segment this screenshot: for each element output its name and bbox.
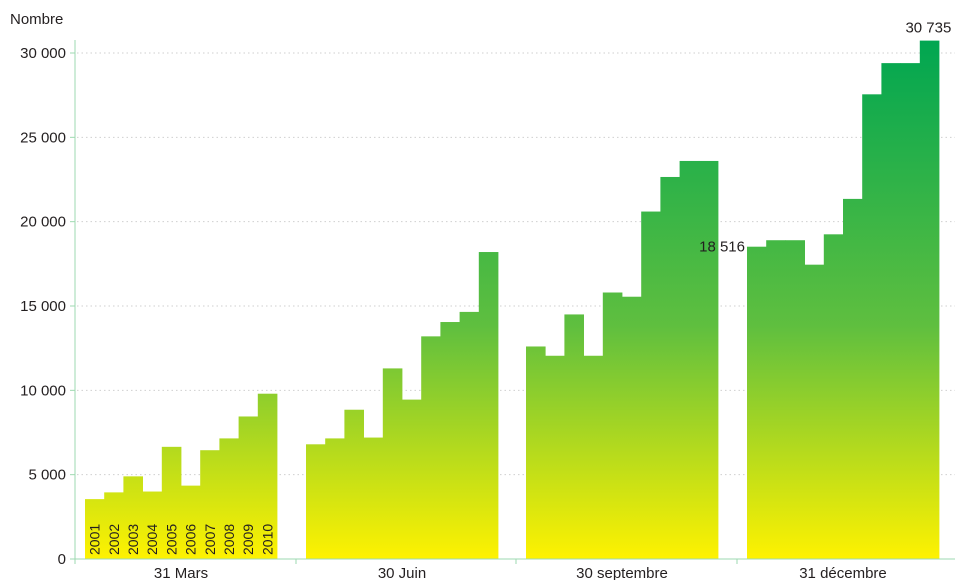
bar — [161, 446, 182, 559]
bar — [123, 476, 143, 559]
bar — [421, 336, 441, 559]
bar — [104, 492, 124, 559]
axes — [70, 40, 955, 564]
data-label: 30 735 — [905, 20, 951, 37]
bar — [679, 160, 700, 560]
bar — [440, 322, 460, 559]
bar — [583, 355, 604, 559]
bar — [85, 499, 105, 559]
series-year-label: 2004 — [144, 524, 160, 555]
bar — [641, 211, 661, 559]
series-year-label: 2010 — [259, 524, 275, 555]
y-tick-label: 5 000 — [28, 467, 66, 484]
x-tick-label: 30 septembre — [576, 565, 668, 580]
bar — [862, 94, 882, 559]
bar — [545, 355, 565, 559]
series-year-label: 2009 — [240, 524, 256, 555]
data-label: 18 516 — [699, 239, 745, 256]
bar — [900, 63, 921, 560]
y-axis-title: Nombre — [10, 11, 63, 28]
y-tick-label: 0 — [58, 551, 66, 568]
bar — [804, 264, 825, 559]
bar — [823, 234, 844, 560]
bar — [402, 399, 422, 559]
series-year-label: 2008 — [221, 524, 237, 555]
series-year-label: 2006 — [183, 524, 199, 555]
bar — [325, 438, 345, 559]
bar — [660, 176, 680, 559]
bar — [200, 450, 220, 559]
series-year-label: 2007 — [202, 524, 218, 555]
y-tick-label: 30 000 — [20, 45, 66, 62]
x-tick-label: 30 Juin — [378, 565, 426, 580]
bar — [622, 296, 642, 559]
bar — [881, 63, 901, 560]
bars — [85, 40, 940, 560]
bar — [478, 252, 499, 559]
bar — [747, 246, 767, 560]
bar — [142, 491, 163, 559]
bar — [257, 393, 278, 559]
series-year-label: 2005 — [163, 524, 179, 555]
bar — [919, 40, 940, 559]
bar — [382, 368, 403, 559]
bar — [698, 160, 719, 560]
bar — [526, 346, 546, 559]
bar — [344, 409, 364, 559]
bar — [564, 314, 584, 559]
series-year-label: 2003 — [125, 524, 141, 555]
y-tick-label: 15 000 — [20, 298, 66, 315]
labels: 0 5 000 10 000 15 000 20 000 25 000 30 000 31 M… — [20, 20, 951, 580]
y-tick-label: 10 000 — [20, 382, 66, 399]
x-tick-label: 31 Mars — [154, 565, 208, 580]
y-tick-label: 25 000 — [20, 129, 66, 146]
bar — [602, 292, 623, 559]
bar — [219, 438, 239, 559]
bar — [843, 198, 863, 559]
bar — [766, 240, 786, 559]
series-year-label: 2002 — [106, 524, 122, 555]
bar — [459, 311, 480, 559]
bar — [306, 444, 326, 559]
series-year-label: 2001 — [87, 524, 103, 555]
y-tick-label: 20 000 — [20, 214, 66, 231]
bar — [785, 240, 805, 559]
bar — [181, 485, 201, 559]
bar — [363, 437, 384, 559]
x-tick-label: 31 décembre — [799, 565, 887, 580]
bar — [238, 416, 259, 559]
